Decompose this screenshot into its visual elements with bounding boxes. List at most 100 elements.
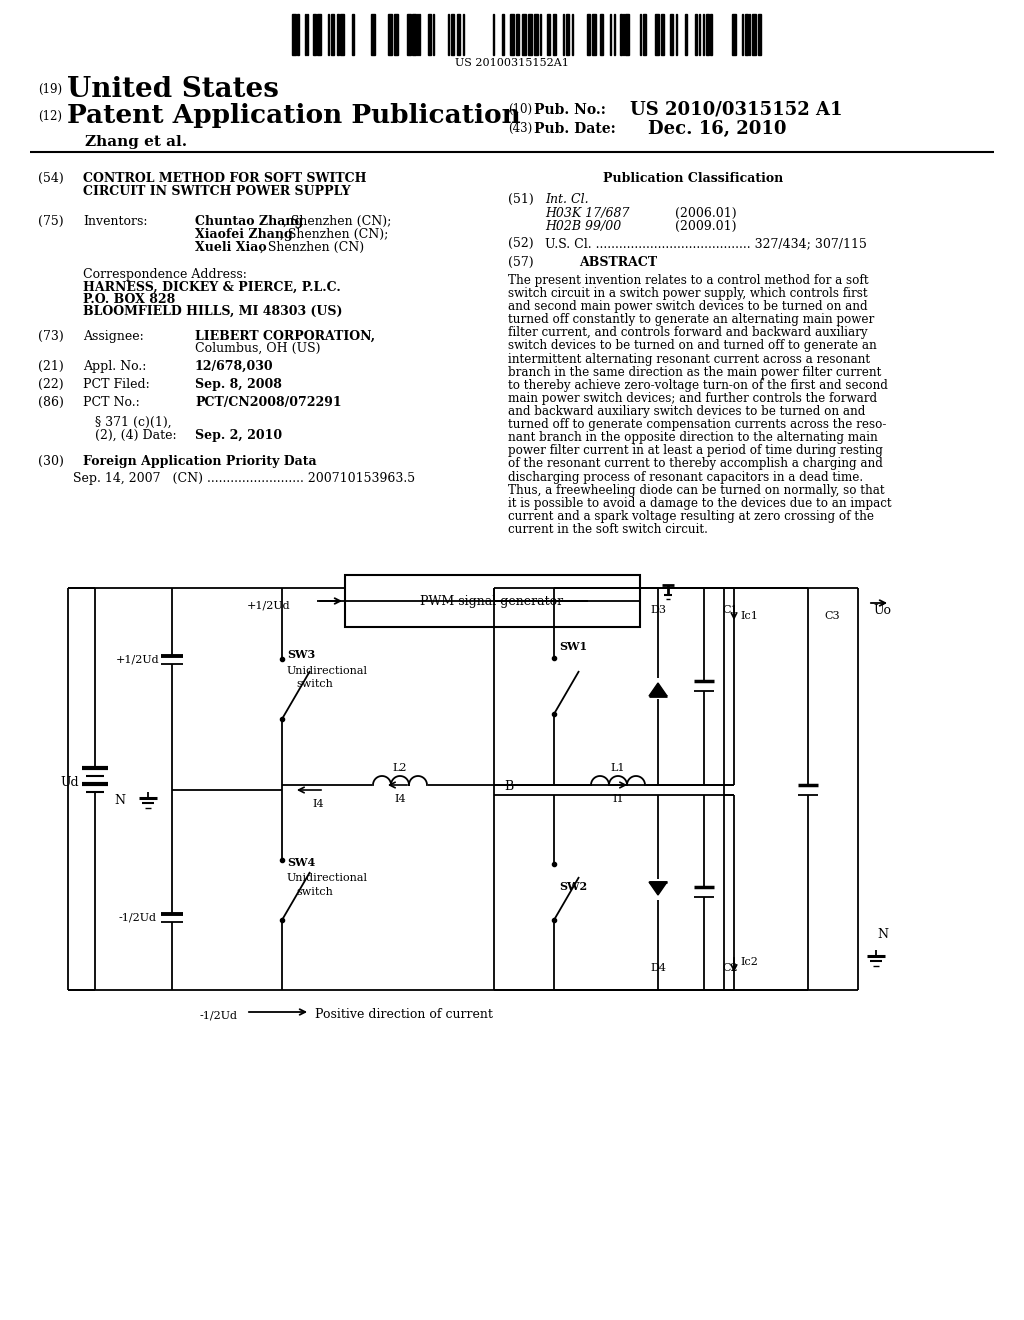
Text: (10): (10) [508, 103, 532, 116]
Text: switch circuit in a switch power supply, which controls first: switch circuit in a switch power supply,… [508, 286, 867, 300]
Text: 12/678,030: 12/678,030 [195, 360, 273, 374]
Text: US 2010/0315152 A1: US 2010/0315152 A1 [630, 102, 843, 119]
Text: N: N [115, 793, 126, 807]
Text: H02B 99/00: H02B 99/00 [545, 220, 622, 234]
Text: (19): (19) [38, 83, 62, 96]
Text: (2006.01): (2006.01) [675, 207, 736, 220]
Text: Int. Cl.: Int. Cl. [545, 193, 589, 206]
Polygon shape [649, 682, 667, 696]
Polygon shape [649, 882, 667, 895]
Text: switch devices to be turned on and turned off to generate an: switch devices to be turned on and turne… [508, 339, 877, 352]
Bar [317, 15, 321, 55]
Text: of the resonant current to thereby accomplish a charging and: of the resonant current to thereby accom… [508, 458, 883, 470]
Text: Columbus, OH (US): Columbus, OH (US) [195, 342, 321, 355]
Bar [457, 15, 460, 55]
Text: PCT Filed:: PCT Filed: [83, 378, 150, 391]
Text: (2), (4) Date:: (2), (4) Date: [95, 429, 176, 442]
Text: Unidirectional: Unidirectional [287, 873, 368, 883]
Text: Xueli Xiao: Xueli Xiao [195, 242, 266, 253]
Text: (2009.01): (2009.01) [675, 220, 736, 234]
Text: current in the soft switch circuit.: current in the soft switch circuit. [508, 523, 708, 536]
Text: H03K 17/687: H03K 17/687 [545, 207, 630, 220]
Text: Unidirectional: Unidirectional [287, 667, 368, 676]
Text: (22): (22) [38, 378, 63, 391]
Text: ABSTRACT: ABSTRACT [579, 256, 657, 269]
Bar [345, 576, 640, 627]
Text: L2: L2 [393, 763, 408, 774]
Text: -1/2Ud: -1/2Ud [200, 1010, 238, 1020]
Bar [502, 15, 504, 55]
Text: to thereby achieve zero-voltage turn-on of the first and second: to thereby achieve zero-voltage turn-on … [508, 379, 888, 392]
Text: , Shenzhen (CN);: , Shenzhen (CN); [280, 228, 388, 242]
Text: The present invention relates to a control method for a soft: The present invention relates to a contr… [508, 275, 868, 286]
Text: Sep. 2, 2010: Sep. 2, 2010 [195, 429, 283, 442]
Text: SW3: SW3 [287, 648, 315, 660]
Bar [547, 15, 550, 55]
Text: Xiaofei Zhang: Xiaofei Zhang [195, 228, 293, 242]
Text: Dec. 16, 2010: Dec. 16, 2010 [648, 120, 786, 139]
Text: PCT/CN2008/072291: PCT/CN2008/072291 [195, 396, 342, 409]
Text: L1: L1 [610, 763, 626, 774]
Text: C2: C2 [722, 964, 737, 973]
Text: C1: C1 [722, 605, 737, 615]
Text: Appl. No.:: Appl. No.: [83, 360, 146, 374]
Text: , Shenzhen (CN);: , Shenzhen (CN); [283, 215, 391, 228]
Bar [337, 15, 339, 55]
Text: Ic2: Ic2 [740, 957, 758, 968]
Bar [662, 15, 664, 55]
Text: N: N [878, 928, 889, 941]
Text: Pub. Date:: Pub. Date: [534, 121, 615, 136]
Bar [745, 15, 748, 55]
Text: (73): (73) [38, 330, 63, 343]
Text: D4: D4 [650, 964, 666, 973]
Text: PCT No.:: PCT No.: [83, 396, 139, 409]
Text: CIRCUIT IN SWITCH POWER SUPPLY: CIRCUIT IN SWITCH POWER SUPPLY [83, 185, 350, 198]
Text: Ic1: Ic1 [740, 611, 758, 620]
Text: D3: D3 [650, 605, 666, 615]
Text: (12): (12) [38, 110, 62, 123]
Text: switch: switch [296, 678, 333, 689]
Bar [706, 15, 709, 55]
Text: LIEBERT CORPORATION,: LIEBERT CORPORATION, [195, 330, 375, 343]
Bar [516, 15, 519, 55]
Text: Positive direction of current: Positive direction of current [315, 1008, 493, 1022]
Text: +1/2Ud: +1/2Ud [116, 655, 160, 665]
Text: main power switch devices; and further controls the forward: main power switch devices; and further c… [508, 392, 878, 405]
Bar [428, 15, 431, 55]
Text: branch in the same direction as the main power filter current: branch in the same direction as the main… [508, 366, 882, 379]
Bar [451, 15, 454, 55]
Text: switch: switch [296, 887, 333, 898]
Bar [625, 15, 629, 55]
Text: current and a spark voltage resulting at zero crossing of the: current and a spark voltage resulting at… [508, 510, 874, 523]
Text: -1/2Ud: -1/2Ud [119, 913, 157, 923]
Text: Patent Application Publication: Patent Application Publication [67, 103, 521, 128]
Text: (86): (86) [38, 396, 63, 409]
Bar [340, 15, 344, 55]
Text: Inventors:: Inventors: [83, 215, 147, 228]
Text: Zhang et al.: Zhang et al. [85, 135, 187, 149]
Text: turned off constantly to generate an alternating main power: turned off constantly to generate an alt… [508, 313, 874, 326]
Text: power filter current in at least a period of time during resting: power filter current in at least a perio… [508, 445, 883, 457]
Text: nant branch in the opposite direction to the alternating main: nant branch in the opposite direction to… [508, 432, 878, 445]
Text: (43): (43) [508, 121, 532, 135]
Text: US 20100315152A1: US 20100315152A1 [455, 58, 569, 69]
Bar [352, 15, 354, 55]
Text: filter current, and controls forward and backward auxiliary: filter current, and controls forward and… [508, 326, 867, 339]
Bar [620, 15, 622, 55]
Bar [394, 15, 398, 55]
Bar [331, 15, 334, 55]
Text: and second main power switch devices to be turned on and: and second main power switch devices to … [508, 300, 867, 313]
Text: Publication Classification: Publication Classification [603, 172, 783, 185]
Bar [600, 15, 603, 55]
Text: I1: I1 [612, 795, 624, 804]
Text: Correspondence Address:: Correspondence Address: [83, 268, 247, 281]
Text: I4: I4 [394, 795, 406, 804]
Text: CONTROL METHOD FOR SOFT SWITCH: CONTROL METHOD FOR SOFT SWITCH [83, 172, 367, 185]
Bar [388, 15, 392, 55]
Bar [407, 15, 411, 55]
Bar [292, 15, 296, 55]
Bar [522, 15, 526, 55]
Text: SW4: SW4 [287, 857, 315, 867]
Text: Uo: Uo [873, 603, 891, 616]
Text: discharging process of resonant capacitors in a dead time.: discharging process of resonant capacito… [508, 470, 863, 483]
